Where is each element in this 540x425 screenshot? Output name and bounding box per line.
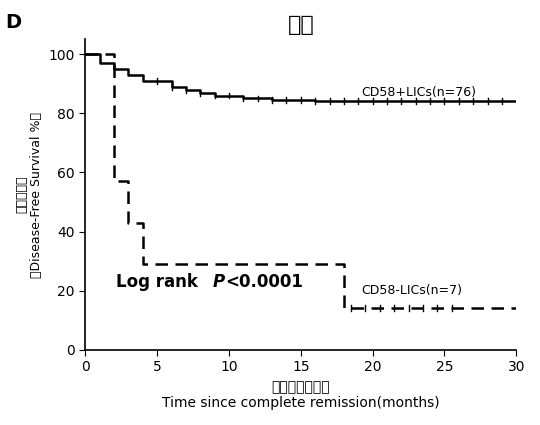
Text: P: P (212, 272, 225, 291)
X-axis label: 随访时间（月）
Time since complete remission(months): 随访时间（月） Time since complete remission(mo… (162, 380, 440, 410)
Text: CD58+LICs(n=76): CD58+LICs(n=76) (361, 86, 476, 99)
Title: 化疗: 化疗 (287, 15, 314, 35)
Text: CD58-LICs(n=7): CD58-LICs(n=7) (361, 284, 462, 297)
Text: Log rank: Log rank (116, 272, 203, 291)
Y-axis label: 无病生存率
（Disease-Free Survival %）: 无病生存率 （Disease-Free Survival %） (15, 112, 43, 278)
Text: <0.0001: <0.0001 (225, 272, 303, 291)
Text: D: D (5, 13, 22, 32)
